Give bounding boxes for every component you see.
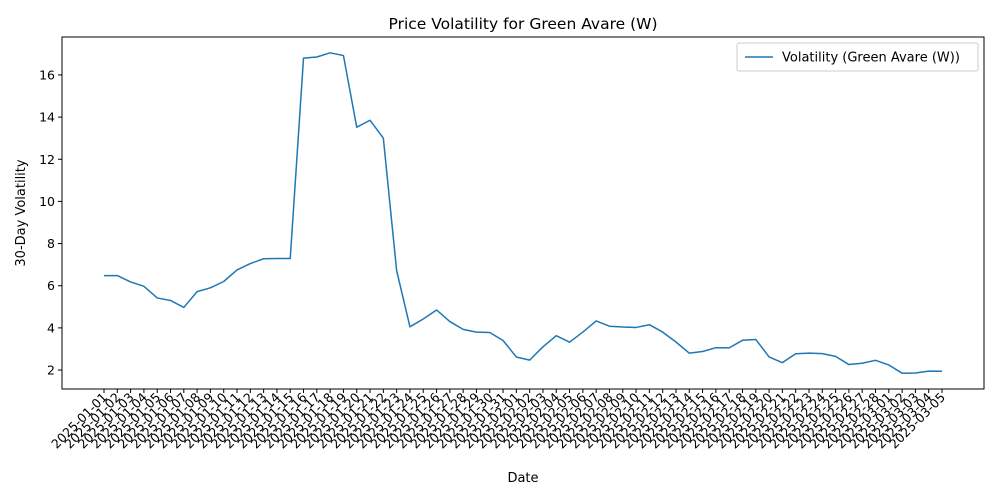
y-axis: 2 4 6 8 10 12 14 16 [39,67,62,378]
series-layer [104,52,943,374]
chart-title: Price Volatility for Green Avare (W) [389,15,658,33]
x-axis-title: Date [507,471,538,486]
y-tick-label: 6 [47,278,55,293]
y-tick-label: 8 [47,236,55,251]
legend-box [736,42,979,72]
y-axis-title: 30-Day Volatility [14,159,29,266]
y-tick-label: 10 [39,194,55,209]
y-tick-label: 12 [39,152,55,167]
y-tick-label: 16 [39,67,55,82]
x-axis: 2025-01-012025-01-022025-01-032025-01-04… [48,389,948,451]
y-tick-label: 14 [39,110,55,125]
legend-label: Volatility (Green Avare (W)) [782,51,960,66]
series-line [104,52,943,374]
y-tick-label: 2 [47,363,55,378]
y-tick-label: 4 [47,320,55,335]
plot-frame [61,36,985,390]
legend: Volatility (Green Avare (W)) [736,42,979,72]
